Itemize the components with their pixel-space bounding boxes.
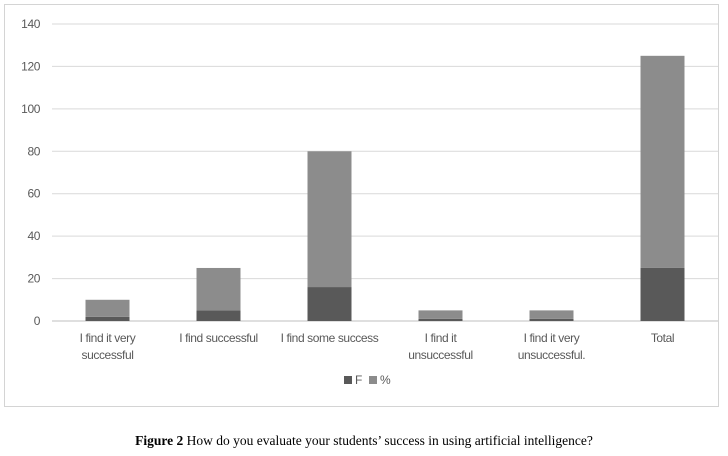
legend-swatch (344, 376, 352, 384)
bars (85, 55, 685, 321)
y-tick-label: 100 (21, 102, 41, 116)
legend-label: % (380, 373, 391, 387)
y-tick-label: 20 (27, 272, 40, 286)
bar-f (85, 316, 130, 321)
legend-label: F (355, 373, 362, 387)
caption-label: Figure 2 (135, 433, 184, 448)
x-tick-label: I find it very successful (80, 331, 136, 362)
bar-percent (640, 55, 685, 268)
y-tick-label: 80 (27, 144, 40, 158)
bar-percent (196, 267, 241, 311)
y-tick-label: 0 (34, 314, 41, 328)
gridlines (52, 23, 718, 322)
x-tick-label: Total (651, 331, 674, 345)
y-tick-label: 40 (27, 229, 40, 243)
caption-text: How do you evaluate your students’ succe… (183, 433, 593, 448)
bar-percent (529, 310, 574, 319)
x-tick-label: I find some success (281, 331, 379, 345)
bar-f (418, 318, 463, 321)
x-tick-label: I find it very unsuccessful. (518, 331, 586, 362)
bar-percent (418, 310, 463, 319)
legend-swatch (369, 376, 377, 384)
bar-f (529, 318, 574, 321)
bar-chart: 0 20 40 60 80 100 120 140 I find it very success… (21, 17, 718, 387)
bar-percent (307, 151, 352, 288)
y-tick-label: 60 (27, 187, 40, 201)
y-tick-label: 120 (21, 59, 41, 73)
x-tick-label: I find successful (179, 331, 258, 345)
y-tick-label: 140 (21, 17, 41, 31)
bar-f (640, 267, 685, 321)
chart-frame: 0 20 40 60 80 100 120 140 I find it very success… (4, 4, 719, 407)
bar-percent (85, 299, 130, 317)
x-axis-ticks: I find it very successful I find successfu… (80, 331, 675, 362)
y-axis-ticks: 0 20 40 60 80 100 120 140 (21, 17, 41, 328)
figure-caption: Figure 2 How do you evaluate your studen… (0, 433, 728, 449)
legend: F% (344, 373, 391, 387)
x-tick-label: I find it unsuccessful (408, 331, 473, 362)
bar-f (196, 310, 241, 321)
bar-f (307, 287, 352, 321)
